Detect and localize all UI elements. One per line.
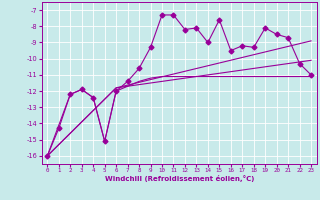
X-axis label: Windchill (Refroidissement éolien,°C): Windchill (Refroidissement éolien,°C) xyxy=(105,175,254,182)
